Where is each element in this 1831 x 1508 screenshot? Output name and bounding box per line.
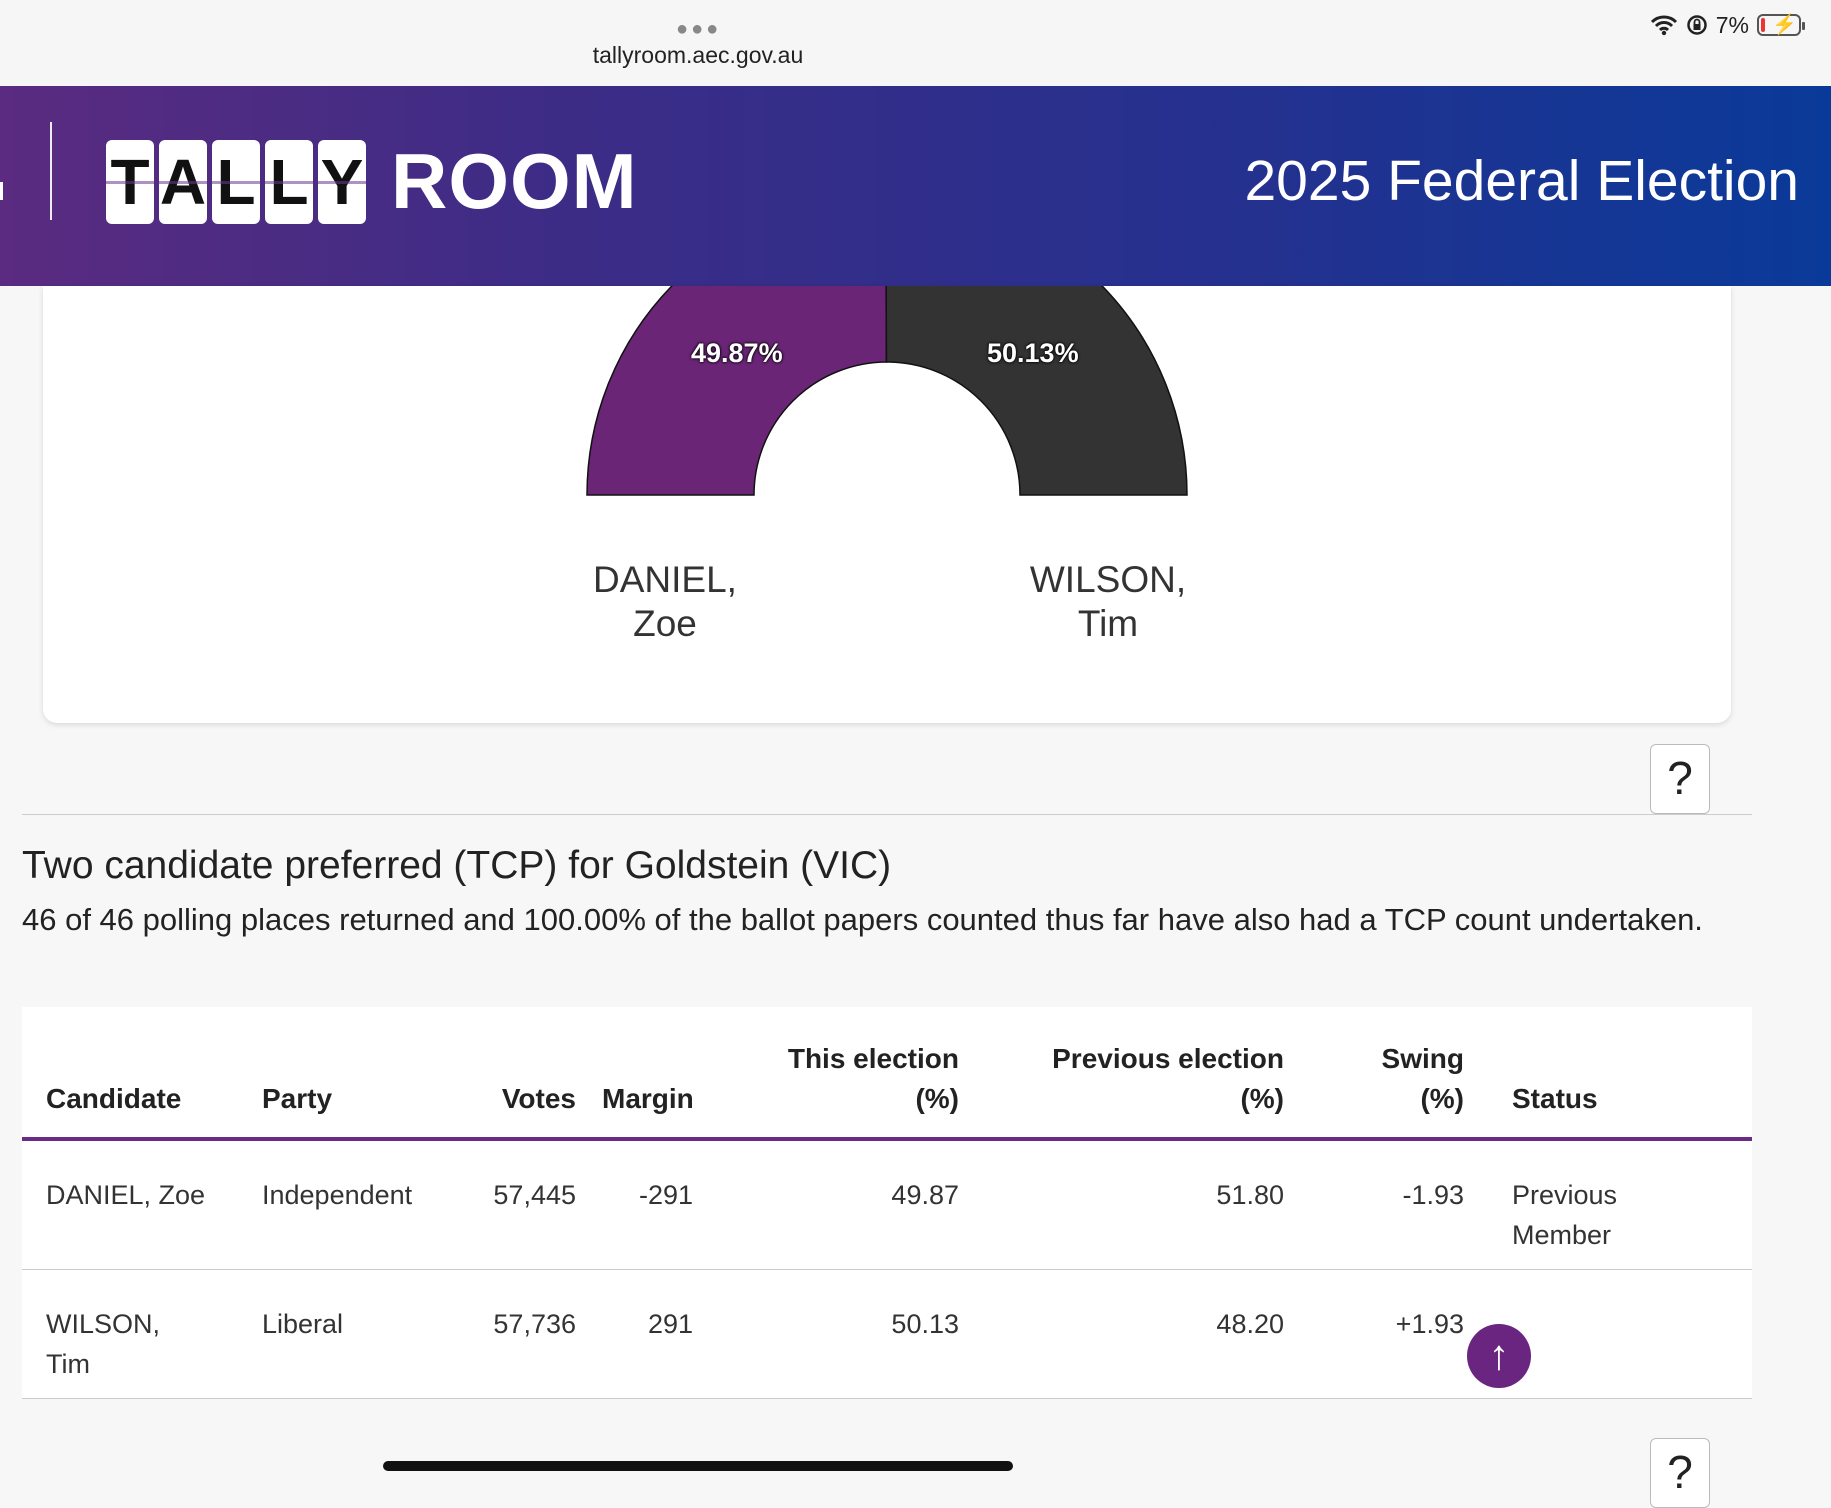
election-title: 2025 Federal Election (1244, 149, 1799, 213)
candidate-label-line: Zoe (633, 603, 697, 644)
help-button[interactable]: ? (1650, 744, 1710, 814)
logo-room-text: ROOM (391, 137, 638, 225)
cell-swing: -1.93 (1402, 1180, 1464, 1210)
header-line: (%) (1420, 1083, 1464, 1114)
section-divider (22, 814, 1752, 815)
logo-tile: L (212, 139, 260, 224)
column-header-this-election: This election (%) (788, 1039, 959, 1119)
column-header-candidate: Candidate (46, 1083, 182, 1114)
battery-icon: ⚡ (1757, 14, 1805, 36)
cell-party: Independent (262, 1180, 413, 1210)
candidate-label-wilson: WILSON, Tim (978, 558, 1238, 646)
logo-tile: L (265, 139, 313, 224)
header-line: (%) (915, 1083, 959, 1114)
cell-swing: +1.93 (1395, 1309, 1464, 1339)
cell-votes: 57,445 (493, 1180, 576, 1210)
browser-status-bar: ●●● tallyroom.aec.gov.au 7% ⚡ (0, 0, 1831, 86)
tcp-results-table: Candidate Party Votes Margin This electi… (22, 1007, 1752, 1399)
column-header-previous-election: Previous election (%) (1052, 1039, 1284, 1119)
rotation-lock-icon (1687, 15, 1707, 35)
cell-previous-election: 48.20 (1216, 1309, 1284, 1339)
cell-candidate: DANIEL, Zoe (46, 1175, 205, 1215)
donut-slice-wilson[interactable] (885, 286, 1188, 496)
cell-margin: 291 (647, 1309, 693, 1339)
home-indicator (383, 1461, 1013, 1471)
tcp-section-title: Two candidate preferred (TCP) for Goldst… (22, 844, 892, 887)
logo-tile: Y (318, 139, 366, 224)
tcp-section-description: 46 of 46 polling places returned and 100… (22, 902, 1703, 937)
more-dots-icon[interactable]: ●●● (676, 18, 722, 40)
tcp-half-donut-chart (586, 286, 1188, 496)
header-line: Swing (1381, 1043, 1464, 1074)
system-indicators: 7% ⚡ (1650, 10, 1805, 40)
cell-line: DANIEL, Zoe (46, 1180, 206, 1210)
address-bar-url[interactable]: tallyroom.aec.gov.au (592, 42, 804, 68)
column-header-margin: Margin (602, 1083, 694, 1114)
cell-margin: -291 (638, 1180, 693, 1210)
slice-label-daniel: 49.87% (691, 338, 783, 368)
table-row: WILSON, Tim Liberal 57,736 291 50.13 48.… (22, 1270, 1752, 1399)
candidate-label-line: Tim (1077, 603, 1139, 644)
cell-status: Previous Member (1512, 1175, 1617, 1255)
cell-line: Previous (1512, 1180, 1618, 1210)
cell-line: Tim (46, 1349, 90, 1379)
table-header-row: Candidate Party Votes Margin This electi… (22, 1007, 1752, 1141)
logo-tile: A (159, 139, 207, 224)
tcp-chart-card: 49.87% 50.13% DANIEL, Zoe WILSON, Tim (43, 286, 1731, 723)
column-header-swing: Swing (%) (1382, 1039, 1464, 1119)
header-line: This election (787, 1043, 959, 1074)
cell-this-election: 49.87 (891, 1180, 959, 1210)
tally-room-logo[interactable]: T A L L Y ROOM (106, 136, 638, 227)
cell-this-election: 50.13 (891, 1309, 959, 1339)
cell-line: Member (1512, 1220, 1612, 1250)
cell-line: WILSON, (46, 1309, 161, 1339)
column-header-party: Party (262, 1083, 333, 1114)
candidate-label-daniel: DANIEL, Zoe (535, 558, 795, 646)
header-divider (50, 122, 52, 220)
slice-label-wilson: 50.13% (987, 338, 1079, 368)
cell-party: Liberal (262, 1309, 344, 1339)
candidate-label-line: WILSON, (1029, 559, 1187, 600)
column-header-votes: Votes (501, 1083, 576, 1114)
site-header: T A L L Y ROOM 2025 Federal Election (0, 86, 1831, 286)
column-header-status: Status (1512, 1083, 1598, 1114)
header-line: (%) (1240, 1083, 1284, 1114)
candidate-label-line: DANIEL, (593, 559, 737, 600)
wifi-icon (1650, 15, 1677, 36)
help-button[interactable]: ? (1650, 1438, 1710, 1508)
battery-percent: 7% (1715, 11, 1749, 38)
cell-candidate: WILSON, Tim (46, 1304, 160, 1384)
header-line: Previous election (1052, 1043, 1284, 1074)
cell-previous-election: 51.80 (1216, 1180, 1284, 1210)
back-edge-icon[interactable] (0, 182, 3, 200)
table-row: DANIEL, Zoe Independent 57,445 -291 49.8… (22, 1141, 1752, 1270)
logo-tile: T (106, 139, 154, 224)
scroll-to-top-button[interactable]: ↑ (1467, 1324, 1531, 1388)
donut-slice-daniel[interactable] (586, 286, 888, 496)
cell-votes: 57,736 (493, 1309, 576, 1339)
